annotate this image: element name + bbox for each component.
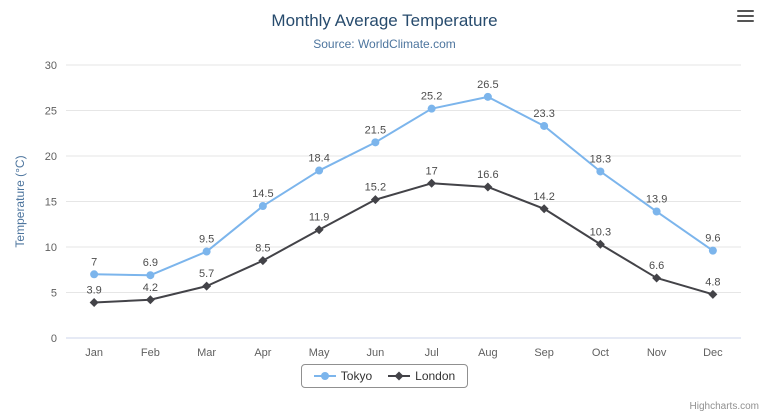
point-london-apr[interactable] [258,256,268,266]
hamburger-bar [737,15,754,17]
series-line-tokyo [94,95,714,277]
point-tokyo-apr[interactable] [258,202,267,211]
point-london-jan[interactable] [89,298,99,308]
chart-subtitle: Source: WorldClimate.com [313,37,456,51]
legend-label: London [415,369,456,383]
point-london-jul[interactable] [427,178,437,188]
point-london-dec[interactable] [708,289,718,299]
point-tokyo-jan[interactable] [90,270,99,279]
data-label-tokyo: 18.4 [308,153,329,165]
legend-label: Tokyo [340,369,373,383]
legend-box: Tokyo London [300,364,469,388]
legend: Tokyo London [0,364,769,388]
point-tokyo-jun[interactable] [371,138,380,147]
point-london-sep[interactable] [539,204,549,214]
x-tick-label: Oct [592,347,609,359]
point-london-oct[interactable] [595,239,605,249]
x-tick-label: May [309,347,330,359]
data-label-london: 14.2 [533,191,554,203]
point-tokyo-aug[interactable] [483,92,492,101]
point-tokyo-sep[interactable] [540,121,549,130]
hamburger-icon [737,10,754,22]
y-tick-label: 30 [45,60,57,72]
data-label-london: 17 [426,165,438,177]
data-label-london: 10.3 [590,226,611,238]
hamburger-bar [737,20,754,22]
legend-marker-diamond-icon [388,371,411,381]
legend-item-tokyo[interactable]: Tokyo [313,369,373,383]
x-tick-label: Sep [534,347,554,359]
x-tick-label: Jun [367,347,385,359]
data-label-london: 4.8 [705,276,720,288]
y-tick-label: 10 [45,242,57,254]
y-axis-title: Temperature (°C) [13,155,27,247]
highcharts-credit-link[interactable]: Highcharts.com [689,401,759,412]
point-tokyo-feb[interactable] [146,271,155,280]
legend-marker-circle-icon [313,372,336,380]
point-tokyo-nov[interactable] [652,207,661,216]
data-label-london: 6.6 [649,260,664,272]
data-label-tokyo: 14.5 [252,188,273,200]
chart-title: Monthly Average Temperature [271,11,498,30]
data-label-london: 4.2 [143,282,158,294]
data-label-tokyo: 26.5 [477,79,498,91]
point-london-may[interactable] [314,225,324,235]
x-tick-label: Mar [197,347,216,359]
data-label-tokyo: 21.5 [365,124,386,136]
y-tick-label: 25 [45,106,57,118]
series-line-london [94,182,714,304]
point-london-feb[interactable] [145,295,155,305]
x-tick-label: Aug [478,347,498,359]
point-tokyo-oct[interactable] [596,167,605,176]
x-tick-label: Feb [141,347,160,359]
data-label-tokyo: 9.6 [705,233,720,245]
data-label-london: 8.5 [255,243,270,255]
x-tick-label: Dec [703,347,723,359]
data-label-tokyo: 25.2 [421,91,442,103]
x-tick-label: Nov [647,347,667,359]
data-label-london: 16.6 [477,169,498,181]
point-tokyo-may[interactable] [315,166,324,175]
x-tick-label: Jan [85,347,103,359]
data-label-tokyo: 13.9 [646,194,667,206]
data-label-tokyo: 23.3 [533,108,554,120]
y-tick-label: 20 [45,151,57,163]
x-tick-label: Apr [254,347,271,359]
y-tick-label: 0 [51,333,57,345]
point-tokyo-dec[interactable] [708,246,717,255]
x-tick-label: Jul [425,347,439,359]
legend-item-london[interactable]: London [388,369,455,383]
point-london-nov[interactable] [652,273,662,283]
point-london-aug[interactable] [483,182,493,192]
data-label-london: 5.7 [199,268,214,280]
data-label-london: 15.2 [365,182,386,194]
data-label-london: 11.9 [309,212,330,224]
point-tokyo-jul[interactable] [427,104,436,113]
data-label-tokyo: 9.5 [199,234,214,246]
data-label-tokyo: 6.9 [143,257,158,269]
data-label-tokyo: 7 [91,256,97,268]
point-tokyo-mar[interactable] [202,247,211,256]
point-london-jun[interactable] [370,195,380,205]
export-menu-button[interactable] [737,10,754,22]
point-london-mar[interactable] [202,281,212,291]
data-label-tokyo: 18.3 [590,153,611,165]
data-label-london: 3.9 [86,285,101,297]
y-tick-label: 15 [45,197,57,209]
y-tick-label: 5 [51,288,57,300]
hamburger-bar [737,10,754,12]
